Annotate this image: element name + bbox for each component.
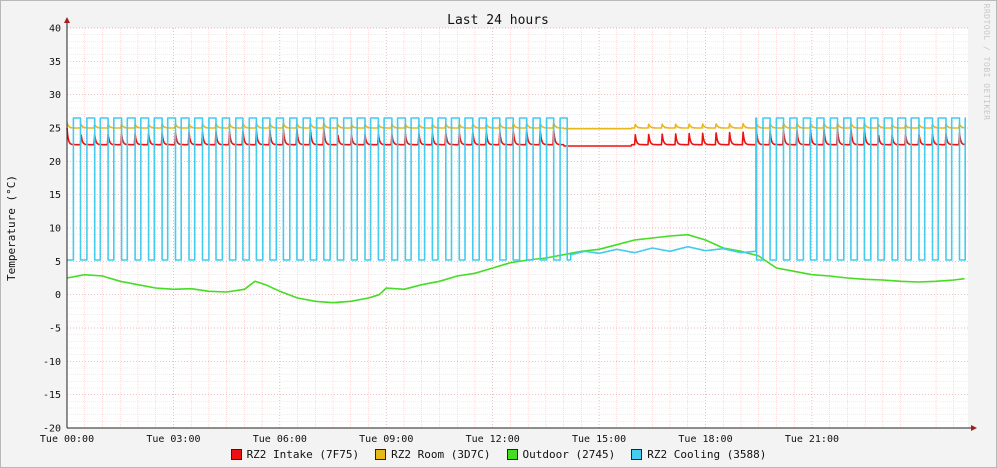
grid: [66, 27, 968, 429]
chart-title: Last 24 hours: [447, 13, 549, 28]
series-line: [66, 233, 965, 304]
x-tick-label: Tue 21:00: [785, 434, 839, 445]
legend-swatch: [631, 448, 643, 460]
series-line: [66, 117, 966, 261]
y-tick-label: -5: [49, 324, 61, 335]
legend-label: RZ2 Intake (7F75): [246, 447, 360, 461]
x-tick-label: Tue 03:00: [146, 434, 200, 445]
legend: RZ2 Intake (7F75) RZ2 Room (3D7C) Outdoor …: [0, 446, 997, 462]
x-tick-label: Tue 06:00: [253, 434, 307, 445]
legend-item: Outdoor (2745): [506, 447, 616, 461]
legend-item: RZ2 Cooling (3588): [631, 448, 766, 461]
y-tick-label: 35: [49, 57, 61, 68]
y-tick-label: 30: [49, 90, 61, 101]
y-tick-label: 20: [49, 157, 61, 168]
series-line: [66, 127, 966, 147]
y-tick-label: -15: [43, 390, 61, 401]
rrdtool-watermark: RRDTOOL / TOBI OETIKER: [982, 4, 991, 121]
y-tick-label: 5: [55, 257, 61, 268]
legend-item: RZ2 Intake (7F75): [230, 447, 360, 461]
y-axis-arrow-icon: [64, 17, 70, 23]
legend-item: RZ2 Room (3D7C): [375, 447, 491, 461]
y-tick-label: -10: [43, 357, 61, 368]
y-axis-label: Temperature (°C): [5, 175, 18, 281]
x-tick-label: Tue 15:00: [572, 434, 626, 445]
series-line: [66, 122, 966, 130]
axes: -20 -15 -10 -5 0 5 10 15 20 25 30 35 40 Tue 00:00 Tue …: [40, 17, 977, 445]
x-tick-label: Tue 00:00: [40, 434, 94, 445]
legend-swatch: [375, 448, 387, 460]
series-lines: [66, 117, 966, 304]
x-tick-label: Tue 09:00: [359, 434, 413, 445]
legend-label: RZ2 Room (3D7C): [391, 447, 491, 461]
legend-label: Outdoor (2745): [522, 447, 616, 461]
x-tick-label: Tue 12:00: [466, 434, 520, 445]
x-tick-label: Tue 18:00: [678, 434, 732, 445]
legend-swatch: [230, 448, 242, 460]
y-tick-label: 0: [55, 290, 61, 301]
legend-swatch: [506, 448, 518, 460]
y-tick-label: 40: [49, 24, 61, 35]
y-tick-label: 25: [49, 124, 61, 135]
y-tick-label: -20: [43, 424, 61, 435]
x-axis-arrow-icon: [971, 425, 977, 431]
y-tick-label: 10: [49, 224, 61, 235]
legend-label: RZ2 Cooling (3588): [647, 447, 767, 461]
y-tick-label: 15: [49, 190, 61, 201]
